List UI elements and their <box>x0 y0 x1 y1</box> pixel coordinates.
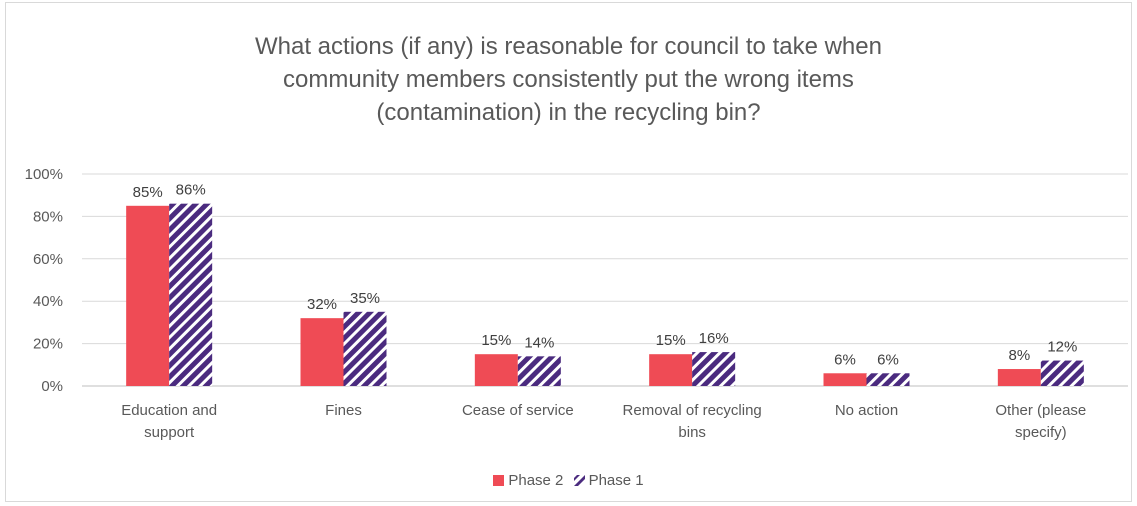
bar-phase-1-2 <box>517 356 561 386</box>
data-label: 15% <box>481 332 511 349</box>
bar-phase-2-0 <box>126 205 170 386</box>
bar-phase-1-0 <box>169 203 213 386</box>
y-tick-label: 60% <box>33 251 63 268</box>
y-axis-ticks: 0% 20% 40% 60% 80% 100% <box>25 166 63 395</box>
data-label: 12% <box>1047 339 1077 356</box>
bar-phase-1-3 <box>692 352 736 386</box>
data-label: 86% <box>176 182 206 199</box>
bar-phase-1-1 <box>343 311 387 386</box>
legend-swatch-phase-1 <box>573 475 585 486</box>
bar-phase-2-1 <box>300 318 344 386</box>
legend-label-phase-1: Phase 1 <box>588 472 644 489</box>
bar-phase-2-3 <box>649 354 693 386</box>
data-label: 8% <box>1008 347 1030 364</box>
bar-phase-2-5 <box>997 369 1041 386</box>
bar-phase-1-5 <box>1040 360 1084 386</box>
data-label: 32% <box>307 296 337 313</box>
legend-swatch-phase-2 <box>493 475 505 486</box>
bar-phase-1-4 <box>866 373 910 386</box>
legend-item-phase-2: Phase 2 <box>493 472 563 489</box>
data-label: 85% <box>133 184 163 201</box>
bar-phase-2-4 <box>823 373 867 386</box>
y-tick-label: 0% <box>41 378 63 395</box>
y-tick-label: 40% <box>33 293 63 310</box>
data-label: 16% <box>699 330 729 347</box>
y-tick-label: 20% <box>33 336 63 353</box>
data-label: 14% <box>524 334 554 351</box>
x-category-label: No action <box>835 402 898 419</box>
legend: Phase 2 Phase 1 <box>0 472 1137 490</box>
bars <box>126 203 1084 386</box>
x-category-label: Education and support <box>121 402 217 441</box>
x-category-label: Cease of service <box>462 402 574 419</box>
x-category-label: Fines <box>325 402 362 419</box>
data-label: 35% <box>350 290 380 307</box>
y-tick-label: 100% <box>25 166 63 183</box>
data-label: 6% <box>834 351 856 368</box>
bar-phase-2-2 <box>474 354 518 386</box>
data-labels: 85% 86% 32% 35% 15% 14% 15% 16% 6% 6% 8% 12% <box>133 182 1078 369</box>
legend-label-phase-2: Phase 2 <box>508 472 564 489</box>
x-category-label: Removal of recycling bins <box>623 402 762 441</box>
x-category-label: Other (please specify) <box>995 402 1086 441</box>
x-axis-categories: Education and support Fines Cease of servic… <box>121 402 1086 441</box>
legend-item-phase-1: Phase 1 <box>573 472 644 489</box>
gridlines <box>82 173 1128 387</box>
data-label: 6% <box>877 351 899 368</box>
y-tick-label: 80% <box>33 208 63 225</box>
chart-title: What actions (if any) is reasonable for … <box>255 33 882 126</box>
data-label: 15% <box>656 332 686 349</box>
